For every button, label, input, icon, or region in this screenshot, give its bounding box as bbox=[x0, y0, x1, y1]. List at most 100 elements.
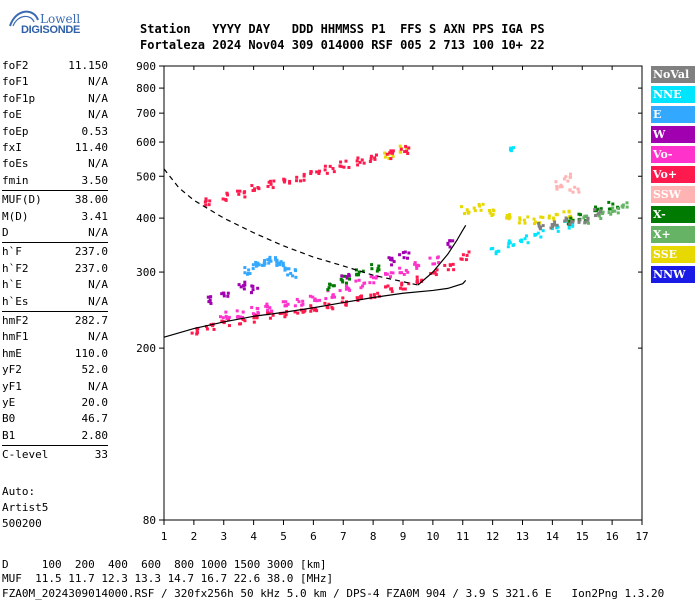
echo-pixel bbox=[376, 291, 380, 295]
param-value: N/A bbox=[88, 278, 108, 292]
echo-pixel bbox=[508, 241, 512, 245]
data-point bbox=[219, 310, 231, 321]
echo-pixel bbox=[268, 257, 272, 261]
data-point bbox=[547, 212, 559, 222]
data-point bbox=[249, 284, 260, 295]
legend-item: Vo+ bbox=[651, 166, 695, 183]
y-tick-label: 500 bbox=[136, 170, 156, 183]
echo-pixel bbox=[539, 215, 543, 219]
echo-pixel bbox=[317, 171, 321, 175]
echo-pixel bbox=[302, 172, 306, 176]
echo-pixel bbox=[235, 315, 239, 319]
echo-pixel bbox=[236, 189, 240, 193]
data-point bbox=[517, 215, 530, 225]
echo-pixel bbox=[325, 305, 329, 309]
echo-pixel bbox=[613, 209, 617, 213]
y-tick-label: 700 bbox=[136, 107, 156, 120]
echo-pixel bbox=[293, 304, 297, 308]
footer-file-info: FZA0M_2024309014000.RSF / 320fx256h 50 k… bbox=[2, 587, 665, 600]
logo-line2: DIGISONDE bbox=[21, 24, 81, 36]
data-point bbox=[255, 258, 267, 267]
echo-pixel bbox=[552, 218, 556, 222]
echo-pixel bbox=[487, 208, 491, 212]
echo-pixel bbox=[296, 311, 300, 315]
echo-pixel bbox=[267, 261, 271, 265]
echo-pixel bbox=[291, 274, 295, 278]
echo-pixel bbox=[225, 317, 229, 321]
echo-pixel bbox=[222, 321, 226, 325]
echo-pixel bbox=[227, 324, 231, 328]
data-point bbox=[368, 153, 378, 163]
param-row: yE 20.0 bbox=[2, 395, 108, 411]
echo-pixel bbox=[282, 178, 286, 182]
echo-pixel bbox=[401, 251, 405, 255]
echo-pixel bbox=[473, 209, 477, 213]
dashed-profile-curve bbox=[163, 168, 419, 286]
echo-pixel bbox=[342, 274, 346, 278]
param-value: 38.00 bbox=[74, 193, 108, 207]
echo-pixel bbox=[607, 211, 611, 215]
echo-pixel bbox=[315, 170, 319, 174]
echo-pixel bbox=[240, 315, 244, 319]
echo-pixel bbox=[237, 283, 241, 287]
x-tick-label: 6 bbox=[310, 530, 317, 543]
param-name: B0 bbox=[2, 412, 16, 426]
legend-item: W bbox=[651, 126, 695, 143]
echo-pixel bbox=[311, 295, 315, 299]
echo-pixel bbox=[609, 207, 613, 211]
echo-pixel bbox=[390, 290, 394, 294]
echo-pixel bbox=[404, 144, 408, 148]
data-point bbox=[323, 301, 335, 311]
echo-pixel bbox=[506, 245, 510, 249]
echo-pixel bbox=[294, 269, 298, 273]
echo-pixel bbox=[564, 216, 568, 220]
echo-pixel bbox=[399, 147, 403, 151]
echo-pixel bbox=[369, 157, 373, 161]
x-tick-label: 9 bbox=[400, 530, 407, 543]
echo-pixel bbox=[281, 264, 285, 268]
echo-pixel bbox=[556, 229, 560, 233]
echo-pixel bbox=[431, 262, 435, 266]
echo-pixel bbox=[348, 277, 352, 281]
y-tick-label: 200 bbox=[136, 342, 156, 355]
echo-pixel bbox=[478, 204, 482, 208]
param-name: h`Es bbox=[2, 294, 29, 308]
echo-pixel bbox=[578, 218, 582, 222]
echo-pixel bbox=[246, 271, 250, 275]
echo-pixel bbox=[518, 216, 522, 220]
echo-pixel bbox=[567, 226, 571, 230]
data-point bbox=[370, 263, 381, 273]
data-point bbox=[250, 305, 260, 316]
echo-pixel bbox=[221, 197, 225, 201]
data-point bbox=[533, 229, 545, 239]
echo-pixel bbox=[271, 186, 275, 190]
echo-pixel bbox=[586, 218, 590, 222]
x-tick-label: 12 bbox=[486, 530, 499, 543]
param-name: foF1p bbox=[2, 91, 36, 105]
echo-pixel bbox=[255, 262, 259, 266]
echo-pixel bbox=[275, 260, 279, 264]
x-tick-label: 14 bbox=[546, 530, 560, 543]
data-point bbox=[275, 260, 285, 268]
param-name: yF2 bbox=[2, 363, 22, 377]
echo-pixel bbox=[330, 295, 334, 299]
param-value: N/A bbox=[88, 379, 108, 393]
echo-pixel bbox=[251, 288, 255, 292]
echo-pixel bbox=[283, 315, 287, 319]
autoscaling-line2: Artist5 bbox=[2, 501, 49, 514]
data-point bbox=[398, 250, 411, 260]
echo-pixel bbox=[526, 241, 530, 245]
param-name: yE bbox=[2, 396, 16, 409]
echo-pixel bbox=[555, 184, 559, 188]
echo-pixel bbox=[497, 249, 501, 253]
echo-pixel bbox=[599, 216, 603, 220]
echo-pixel bbox=[415, 280, 419, 284]
logo-line1: Lowell bbox=[40, 12, 81, 26]
echo-pixel bbox=[415, 275, 419, 279]
echo-pixel bbox=[446, 268, 450, 272]
echo-pixel bbox=[389, 157, 393, 161]
echo-pixel bbox=[386, 284, 390, 288]
echo-pixel bbox=[391, 154, 395, 158]
echo-pixel bbox=[206, 295, 210, 299]
echo-pixel bbox=[294, 275, 298, 279]
